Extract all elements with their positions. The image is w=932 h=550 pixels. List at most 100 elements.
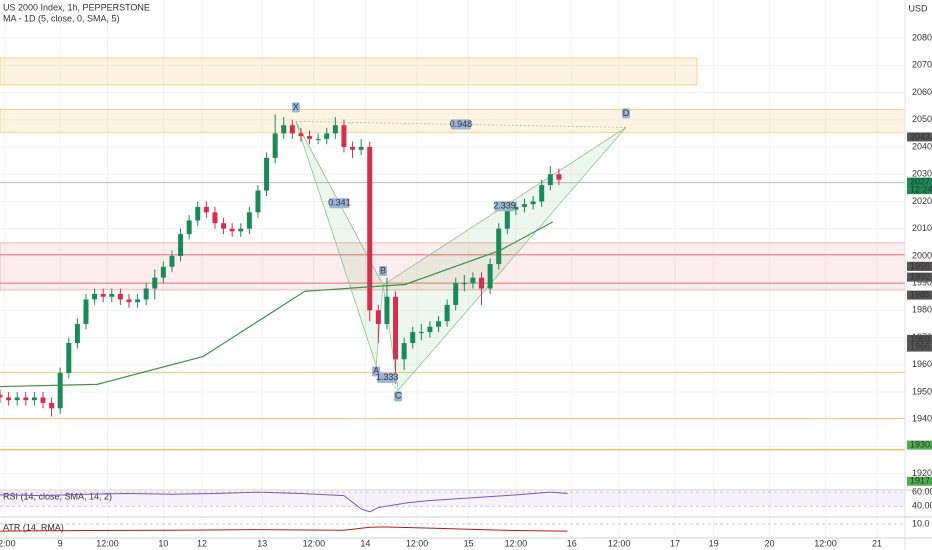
y-tick-label: 2060.0 bbox=[912, 87, 932, 97]
candle-body bbox=[126, 299, 132, 303]
pattern-point-label: C bbox=[395, 391, 402, 401]
candle-body bbox=[393, 296, 399, 360]
candle-body bbox=[307, 136, 313, 139]
candle-body bbox=[298, 133, 304, 137]
candle-body bbox=[117, 294, 123, 300]
ratio-label: 1.333 bbox=[376, 372, 399, 382]
candle-body bbox=[358, 147, 364, 150]
candle-body bbox=[272, 133, 278, 158]
candle-body bbox=[264, 157, 270, 191]
ratio-box bbox=[377, 372, 398, 383]
candle-body bbox=[496, 228, 502, 265]
ma-line bbox=[0, 221, 554, 388]
y-tick-label: 2070.0 bbox=[912, 60, 932, 70]
candle-body bbox=[221, 223, 227, 229]
atr-line bbox=[0, 526, 568, 532]
candle-body bbox=[367, 147, 373, 311]
pattern-point-label: X bbox=[293, 102, 299, 112]
candle-body bbox=[350, 147, 356, 150]
candle-body bbox=[461, 283, 467, 285]
indicator-label: MA - 1D (5, close, 0, SMA, 5) bbox=[3, 13, 120, 23]
price-label: 1996.1 bbox=[910, 261, 932, 271]
y-tick-label: 2080.0 bbox=[912, 32, 932, 42]
zone bbox=[0, 242, 906, 291]
ratio-box bbox=[494, 201, 515, 212]
price-label: 1985.6 bbox=[910, 289, 932, 299]
candle-body bbox=[315, 138, 321, 140]
candle-body bbox=[186, 220, 192, 235]
countdown: 12:24 bbox=[910, 184, 932, 194]
candle-body bbox=[375, 310, 381, 324]
candle-body bbox=[143, 288, 149, 300]
y-tick-label: 1960.0 bbox=[912, 359, 932, 369]
price-label-box bbox=[907, 334, 932, 344]
price-label: 2043.7 bbox=[910, 131, 932, 141]
candle-body bbox=[83, 299, 89, 324]
candle-body bbox=[401, 343, 407, 360]
x-tick-label: 15 bbox=[464, 538, 474, 548]
x-tick-label: 12:00 bbox=[505, 538, 528, 548]
candle-body bbox=[539, 185, 545, 202]
candle-body bbox=[332, 125, 338, 134]
candle-body bbox=[6, 397, 12, 401]
candle-body bbox=[160, 266, 166, 278]
candle-body bbox=[444, 304, 450, 322]
candle-body bbox=[418, 332, 424, 334]
pane-tick-label: 60.00 bbox=[912, 486, 932, 496]
price-label: 1930.5 bbox=[910, 439, 932, 449]
candle-body bbox=[169, 255, 175, 267]
y-tick-label: 2030.0 bbox=[912, 169, 932, 179]
candle-body bbox=[504, 209, 510, 229]
price-label-box bbox=[907, 476, 932, 486]
y-tick-label: 1920.0 bbox=[912, 468, 932, 478]
candle-body bbox=[556, 174, 562, 180]
y-tick-label: 2010.0 bbox=[912, 223, 932, 233]
candle-body bbox=[238, 228, 244, 232]
x-tick-label: 12:00 bbox=[608, 538, 631, 548]
y-tick-label: 2000.0 bbox=[912, 250, 932, 260]
pattern-point-box bbox=[379, 266, 388, 277]
x-tick-label: 14 bbox=[360, 538, 370, 548]
candle-body bbox=[109, 294, 115, 297]
main-pane bbox=[0, 0, 906, 538]
pattern-point-box bbox=[291, 102, 300, 113]
x-tick-label: 12:00 bbox=[96, 538, 119, 548]
y-tick-label: 1990.0 bbox=[912, 277, 932, 287]
candle-body bbox=[135, 299, 141, 303]
x-tick-label: 13 bbox=[257, 538, 267, 548]
candle-body bbox=[203, 206, 209, 213]
candle-body bbox=[31, 397, 37, 401]
price-label: 1969.3 bbox=[910, 334, 932, 344]
ratio-box bbox=[329, 198, 350, 209]
candle-body bbox=[410, 332, 416, 343]
x-tick-label: 17 bbox=[670, 538, 680, 548]
candle-body bbox=[547, 174, 553, 186]
price-label-box bbox=[907, 290, 932, 300]
price-label: 1917.2 bbox=[910, 476, 932, 486]
pattern-point-box bbox=[394, 391, 403, 402]
y-tick-label: 2020.0 bbox=[912, 196, 932, 206]
y-tick-label: 1940.0 bbox=[912, 414, 932, 424]
candle-body bbox=[384, 296, 390, 324]
pane-tick-label: 40.00 bbox=[912, 501, 932, 511]
x-tick-label: 12 bbox=[197, 538, 207, 548]
x-tick-label: 19 bbox=[709, 538, 719, 548]
x-tick-label: 9 bbox=[58, 538, 63, 548]
price-label: 2027.1 bbox=[910, 176, 932, 186]
candle-body bbox=[152, 277, 158, 289]
candle-body bbox=[49, 402, 55, 409]
candle-body bbox=[530, 201, 536, 205]
x-tick-label: 12:00 bbox=[303, 538, 326, 548]
candle-body bbox=[470, 277, 476, 284]
candle-body bbox=[40, 397, 46, 403]
currency: USD bbox=[908, 3, 928, 13]
candle-body bbox=[0, 394, 3, 398]
pattern-point-box bbox=[621, 108, 630, 119]
candle-body bbox=[74, 323, 80, 343]
y-tick-label: 1950.0 bbox=[912, 386, 932, 396]
ratio-box bbox=[450, 119, 471, 130]
candle-body bbox=[427, 326, 433, 333]
candle-body bbox=[246, 212, 252, 229]
